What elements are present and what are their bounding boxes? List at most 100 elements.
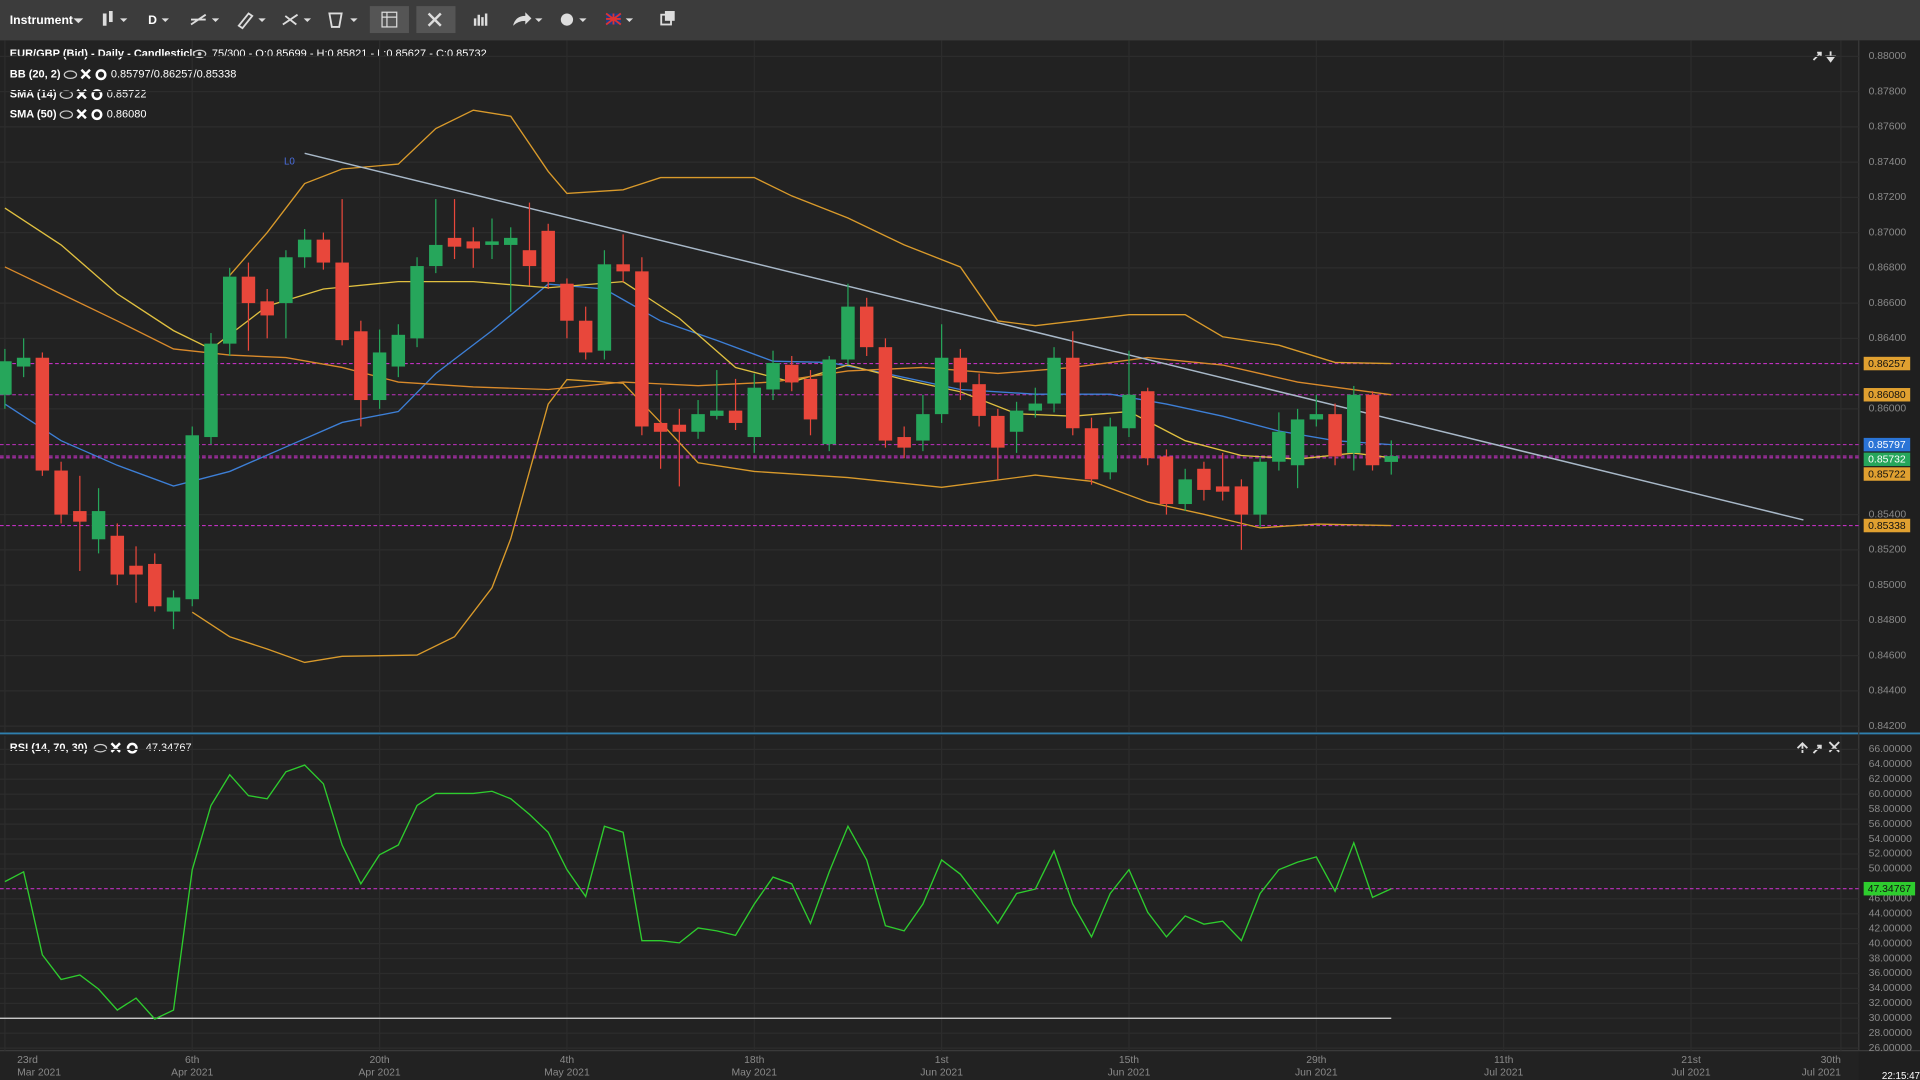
- dropdown-arrow: [350, 18, 358, 23]
- price-label: 0.86080: [1868, 390, 1906, 401]
- icon: [190, 13, 207, 26]
- candle-body: [316, 239, 331, 263]
- x-tick-label: 18th: [744, 1055, 764, 1066]
- pen-tool[interactable]: [237, 12, 266, 30]
- candle-body: [204, 343, 218, 438]
- price-label: 0.85732: [1868, 455, 1906, 466]
- x-tick-label: 23rd: [17, 1055, 38, 1066]
- x-tick-sublabel: Jun 2021: [1295, 1067, 1338, 1078]
- clock: 22:15:47: [1882, 1071, 1920, 1080]
- indicators-button[interactable]: [473, 13, 488, 26]
- dropdown-arrow: [625, 18, 634, 23]
- delete-tool[interactable]: [328, 12, 358, 28]
- indicator-line: [4, 266, 1392, 396]
- icon: [95, 69, 107, 81]
- icon: [93, 743, 108, 753]
- candle-body: [1347, 394, 1361, 453]
- readout-box: [1863, 881, 1916, 896]
- price-label-box: [1863, 437, 1911, 452]
- x-tick-label: 1st: [935, 1055, 949, 1066]
- candle-body: [728, 410, 743, 423]
- candle-body: [1234, 486, 1249, 515]
- candle-body: [1028, 403, 1043, 411]
- indicator-name: SMA (50): [10, 109, 57, 121]
- candle-body: [354, 331, 368, 401]
- x-tick-sublabel: Jul 2021: [1484, 1067, 1524, 1078]
- candle-body: [335, 262, 349, 341]
- plot-area: [0, 735, 1859, 1051]
- y-tick-label: 0.85000: [1869, 580, 1907, 591]
- price-axis-area: [1858, 40, 1920, 1080]
- language-button[interactable]: [605, 12, 634, 26]
- y-tick-label: 58.00000: [1869, 804, 1913, 815]
- y-tick-label: 0.87400: [1869, 157, 1907, 168]
- y-tick-label: 54.00000: [1869, 834, 1913, 845]
- popout-button[interactable]: [660, 11, 675, 26]
- icon: [59, 110, 74, 119]
- candle-body: [35, 357, 50, 471]
- button-bg: [369, 6, 409, 34]
- candle-body: [429, 244, 443, 267]
- visibility-toggle[interactable]: [192, 49, 207, 59]
- indicator-controls[interactable]: [59, 108, 103, 121]
- candle-body: [1328, 414, 1342, 457]
- ohlc-info: 75/300 - O:0.85699 - H:0.85821 - L:0.856…: [212, 48, 487, 60]
- instrument-menu[interactable]: Instrument: [10, 13, 84, 27]
- icon: [63, 70, 78, 79]
- flag: [605, 12, 622, 26]
- y-tick-label: 0.84800: [1869, 615, 1907, 626]
- theme-button[interactable]: [560, 13, 587, 26]
- y-tick-label: 28.00000: [1869, 1028, 1913, 1039]
- y-tick-label: 60.00000: [1869, 789, 1913, 800]
- icon: [192, 49, 207, 59]
- rsi-line: [4, 764, 1392, 1020]
- indicator-readout: 0.85722: [107, 89, 147, 101]
- icon: [282, 13, 299, 26]
- candle-body: [560, 283, 574, 321]
- y-tick-label: 26.00000: [1869, 1043, 1913, 1054]
- shape-tool[interactable]: [282, 13, 312, 26]
- candle-body: [241, 276, 256, 304]
- y-tick-label: 0.84600: [1869, 650, 1907, 661]
- candle-body: [1309, 414, 1324, 420]
- dropdown-arrow: [161, 18, 169, 23]
- x-tick-sublabel: Jul 2021: [1802, 1067, 1842, 1078]
- fullscreen-button[interactable]: [416, 6, 456, 34]
- candle-body: [1009, 410, 1024, 432]
- candle-body: [466, 241, 480, 249]
- indicator-controls[interactable]: [63, 68, 107, 81]
- x-tick-label: 4th: [560, 1055, 575, 1066]
- line-tool[interactable]: [190, 13, 220, 26]
- y-tick-label: 66.00000: [1869, 744, 1913, 755]
- x-tick-label: 30th: [1821, 1055, 1841, 1066]
- candle-body: [766, 363, 780, 390]
- icon: [102, 13, 107, 26]
- dropdown-arrow: [73, 18, 84, 24]
- icon: [76, 108, 87, 120]
- candle-body: [953, 357, 968, 383]
- readout-label: 47.34767: [1868, 884, 1912, 895]
- candle-body: [1365, 394, 1380, 466]
- x-tick-sublabel: Jun 2021: [1108, 1067, 1151, 1078]
- y-tick-label: 64.00000: [1869, 759, 1913, 770]
- indicator-readout: 0.86080: [107, 109, 147, 121]
- indicator-name: SMA (14): [10, 89, 57, 101]
- candle-body: [73, 511, 87, 522]
- y-tick-label: 62.00000: [1869, 774, 1913, 785]
- candle-body: [1103, 426, 1117, 473]
- y-tick-label: 0.87600: [1869, 122, 1907, 133]
- candle-body: [616, 264, 630, 272]
- layout-button[interactable]: [369, 6, 409, 34]
- candle-body: [541, 230, 555, 282]
- rsi-controls[interactable]: [93, 742, 138, 754]
- candle-body: [447, 237, 462, 247]
- chart-type-button[interactable]: [102, 11, 128, 26]
- candle-body: [0, 361, 12, 395]
- y-tick-label: 0.86600: [1869, 298, 1907, 309]
- share-button[interactable]: [513, 12, 543, 26]
- y-tick-label: 0.86000: [1869, 404, 1907, 415]
- x-tick-label: 11th: [1494, 1055, 1514, 1066]
- period-menu[interactable]: D: [148, 13, 169, 27]
- price-label-box: [1863, 467, 1911, 481]
